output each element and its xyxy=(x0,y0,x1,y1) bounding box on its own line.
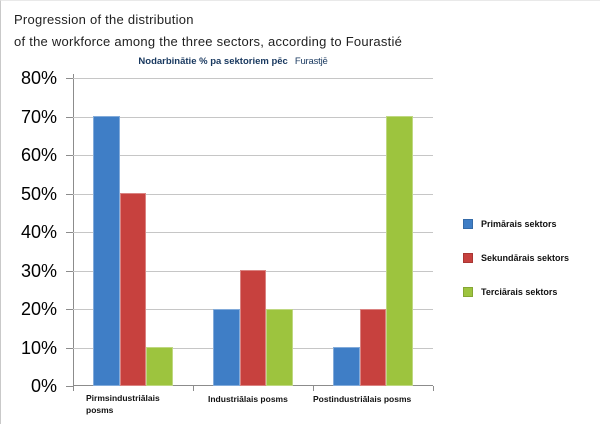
legend-item: Primārais sektors xyxy=(463,219,569,229)
bar-primārais-sektors xyxy=(93,116,120,386)
bar-terciārais-sektors xyxy=(386,116,413,386)
bar-primārais-sektors xyxy=(213,309,240,386)
y-axis-tick-label: 0% xyxy=(30,376,57,396)
y-axis-tick xyxy=(66,271,73,272)
y-axis-line xyxy=(73,74,74,387)
x-axis-category-label: Pirmsindustriālais posms xyxy=(86,393,160,415)
legend-swatch-primary-sector-icon xyxy=(463,219,473,229)
bar-sekundārais-sektors xyxy=(239,270,267,386)
y-axis-tick-label: 50% xyxy=(20,184,57,204)
y-axis-tick xyxy=(66,348,73,349)
legend-item: Terciārais sektors xyxy=(463,287,569,297)
y-axis-tick-label: 20% xyxy=(20,299,57,319)
chart-title-line2: of the workforce among the three sectors… xyxy=(14,34,403,49)
bar-terciārais-sektors xyxy=(146,347,173,386)
x-axis-tick xyxy=(73,386,74,391)
chart-subtitle-suffix: Furastjē xyxy=(294,56,328,67)
y-axis-tick-label: 40% xyxy=(20,222,57,242)
bar-terciārais-sektors xyxy=(266,309,293,386)
gridline xyxy=(73,78,433,79)
bar-sekundārais-sektors xyxy=(359,309,387,386)
legend-label: Terciārais sektors xyxy=(481,287,558,297)
y-axis-tick xyxy=(66,78,73,79)
y-axis-tick xyxy=(66,194,73,195)
x-axis-tick xyxy=(193,386,194,391)
legend-swatch-secondary-sector-icon xyxy=(463,253,473,263)
gridline xyxy=(73,155,433,156)
y-axis-tick-label: 10% xyxy=(20,338,57,358)
x-axis-tick xyxy=(433,386,434,391)
legend-label: Primārais sektors xyxy=(481,219,557,229)
y-axis-tick-label: 70% xyxy=(20,107,57,127)
y-axis-tick xyxy=(66,309,73,310)
chart-subtitle: Nodarbinātie % pa sektoriem pēc Furastjē xyxy=(1,56,465,67)
bar-primārais-sektors xyxy=(333,347,360,386)
legend-swatch-tertiary-sector-icon xyxy=(463,287,473,297)
y-axis-tick xyxy=(66,155,73,156)
y-axis-tick-label: 80% xyxy=(20,68,57,88)
gridline xyxy=(73,232,433,233)
chart-title: Progression of the distribution of the w… xyxy=(14,9,402,53)
bar-sekundārais-sektors xyxy=(119,193,147,386)
chart-title-line1: Progression of the distribution xyxy=(14,12,194,27)
gridline xyxy=(73,194,433,195)
legend-label: Sekundārais sektors xyxy=(481,253,570,263)
y-axis-tick-label: 30% xyxy=(20,261,57,281)
chart-legend: Primārais sektors Sekundārais sektors Te… xyxy=(463,219,569,321)
y-axis-tick xyxy=(66,117,73,118)
x-axis-category-label: Industriālais posms xyxy=(208,394,288,404)
legend-item: Sekundārais sektors xyxy=(463,253,569,263)
chart-subtitle-main: Nodarbinātie % pa sektoriem pēc xyxy=(138,56,288,67)
plot-area xyxy=(73,74,434,391)
x-axis-tick xyxy=(313,386,314,391)
y-axis-tick-label: 60% xyxy=(20,145,57,165)
y-axis-tick xyxy=(66,232,73,233)
gridline xyxy=(73,117,433,118)
y-axis-tick xyxy=(66,386,73,387)
x-axis-category-label: Postindustriālais posms xyxy=(313,394,412,404)
